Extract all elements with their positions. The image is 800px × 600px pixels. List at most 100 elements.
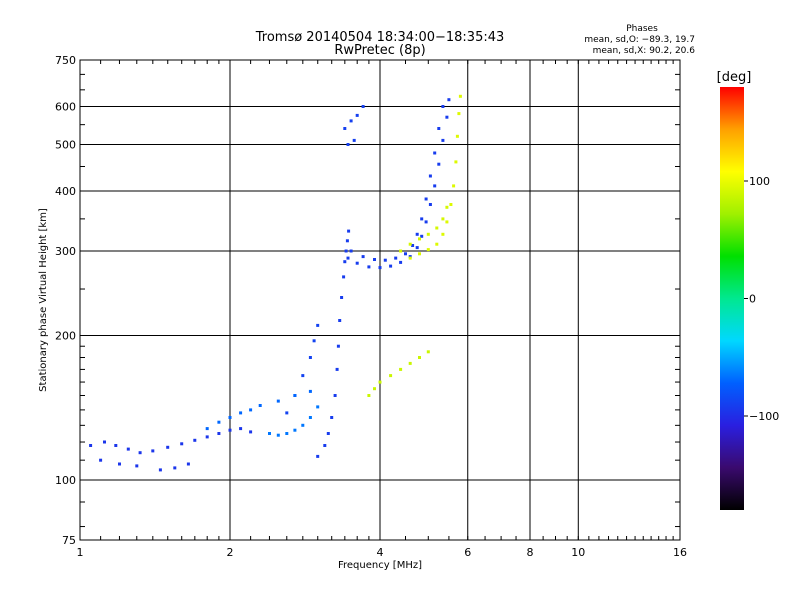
data-point [344, 249, 348, 253]
data-point [454, 160, 458, 164]
data-point [361, 255, 365, 259]
data-point [342, 275, 346, 279]
data-point [118, 462, 121, 466]
phases-line-o: mean, sd,O: −89.3, 19.7 [584, 35, 695, 45]
data-point [445, 115, 449, 119]
data-point [378, 380, 382, 384]
data-point [433, 184, 437, 188]
data-point [437, 162, 441, 166]
data-point [418, 252, 421, 256]
data-point [378, 266, 382, 270]
trace-series [343, 105, 365, 146]
data-point [455, 134, 459, 138]
data-point [293, 394, 297, 397]
y-tick-label: 300 [55, 245, 76, 258]
data-point [441, 105, 445, 108]
data-point [293, 428, 297, 432]
trace-series [346, 98, 451, 270]
colorbar-tick-label: 100 [749, 175, 770, 188]
data-point [249, 408, 253, 412]
x-tick-label: 8 [527, 546, 534, 559]
chart-subtitle: RwPretec (8p) [334, 43, 425, 58]
data-point [394, 256, 398, 260]
trace-series [268, 405, 320, 437]
data-point [445, 220, 449, 224]
grid [80, 60, 680, 540]
data-point [441, 232, 445, 236]
data-point [420, 217, 424, 221]
data-point [445, 205, 449, 209]
colorbar-tick-label: −100 [749, 410, 779, 423]
data-point [180, 442, 184, 446]
data-point [343, 260, 347, 264]
data-point [340, 296, 344, 299]
axis-ticks: 1 2 4 6 8 10 16 75 100 200 300 400 500 600 750 [55, 54, 687, 559]
data-point [308, 389, 312, 393]
data-point [276, 433, 280, 437]
y-axis-label: Stationary phase Virtual Height [km] [38, 208, 49, 392]
data-point [435, 242, 439, 246]
data-point [428, 203, 432, 206]
x-tick-label: 16 [673, 546, 687, 559]
y-tick-label: 100 [55, 474, 76, 487]
data-point [347, 229, 351, 233]
x-tick-label: 6 [464, 546, 471, 559]
data-point [285, 432, 289, 435]
y-tick-label: 500 [55, 139, 76, 152]
data-point [239, 427, 243, 431]
colorbar: [deg] 100 0 −100 [717, 70, 779, 510]
data-point [349, 119, 353, 123]
data-point [383, 258, 387, 262]
data-point [424, 197, 428, 201]
data-point [373, 258, 376, 261]
data-point [367, 394, 371, 397]
data-point [193, 438, 197, 442]
data-point [389, 374, 393, 378]
data-point [441, 138, 445, 142]
data-point [217, 420, 221, 424]
chart-title: Tromsø 20140504 18:34:00−18:35:43 [255, 30, 505, 45]
data-point [205, 435, 209, 439]
data-point [301, 374, 305, 378]
x-tick-label: 4 [377, 546, 384, 559]
trace-series [367, 350, 430, 397]
data-point [158, 468, 162, 472]
data-point [239, 411, 243, 415]
data-point [308, 356, 312, 359]
trace-series [89, 427, 253, 455]
data-point [326, 432, 330, 435]
data-point [285, 411, 289, 415]
data-point [399, 249, 403, 253]
plot-frame [79, 59, 681, 541]
data-point [345, 239, 349, 243]
data-point [301, 423, 305, 427]
data-point [408, 256, 412, 260]
x-tick-label: 10 [571, 546, 585, 559]
data-point [355, 113, 359, 117]
data-point [447, 98, 451, 102]
data-point [441, 217, 445, 221]
data-point [173, 466, 177, 470]
data-point [367, 265, 371, 269]
data-point [217, 432, 221, 435]
data-point [433, 151, 437, 155]
trace-series [285, 323, 320, 415]
x-tick-label: 2 [227, 546, 234, 559]
data-point [426, 248, 430, 252]
colorbar-label: [deg] [717, 70, 752, 85]
data-point [389, 264, 393, 268]
data-point [452, 184, 456, 188]
data-point [361, 105, 365, 108]
x-tick-label: 1 [77, 546, 84, 559]
data-point [338, 319, 342, 322]
data-point [349, 249, 353, 253]
data-point [99, 458, 103, 462]
data-point [276, 399, 280, 403]
data-point [336, 344, 340, 348]
data-point [399, 260, 403, 264]
data-point [135, 464, 139, 468]
data-point [428, 174, 432, 178]
trace-series [399, 205, 449, 253]
data-point [312, 339, 316, 343]
y-tick-label: 750 [55, 54, 76, 67]
